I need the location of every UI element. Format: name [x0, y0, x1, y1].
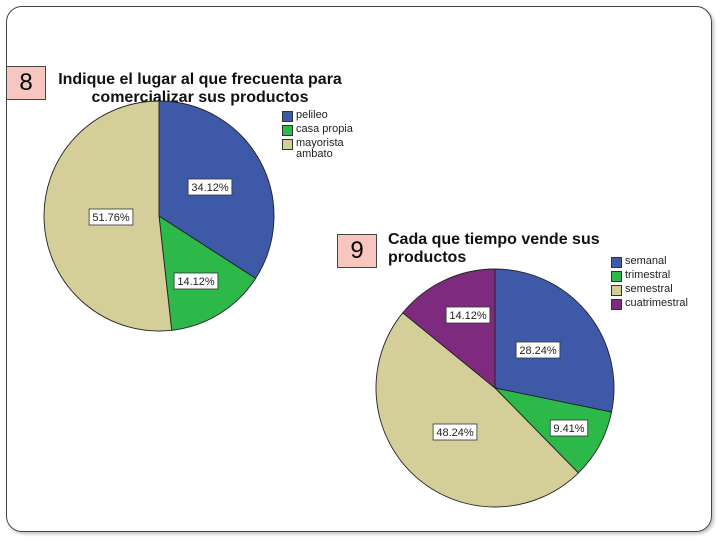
data-label-box — [445, 306, 491, 324]
legend-label: semanal — [625, 255, 667, 267]
data-label-box — [187, 178, 233, 196]
legend-9: semanal trimestral semestral cuatrimestral — [611, 256, 688, 312]
data-label-box — [515, 341, 561, 359]
data-label-text: 28.24% — [519, 345, 557, 357]
data-label-text: 14.12% — [449, 310, 487, 322]
pie-9-slice-semanal — [494, 268, 615, 413]
legend-item-semanal: semanal — [611, 256, 688, 268]
legend-swatch — [282, 125, 293, 136]
pie-9-data-label-semanal: 28.24% — [515, 341, 561, 359]
pie-9-data-label-semestral: 48.24% — [432, 423, 478, 441]
legend-item-casa-propia: casa propia — [282, 124, 366, 136]
legend-item-cuatrimestral: cuatrimestral — [611, 298, 688, 310]
data-label-text: 9.41% — [553, 423, 584, 435]
legend-label: trimestral — [625, 269, 671, 281]
legend-item-mayorista-ambato: mayorista ambato — [282, 138, 366, 160]
legend-swatch — [611, 271, 622, 282]
legend-swatch — [282, 111, 293, 122]
legend-item-pelileo: pelileo — [282, 110, 366, 122]
legend-8: pelileo casa propia mayorista ambato — [282, 110, 366, 162]
legend-item-semestral: semestral — [611, 284, 688, 296]
pie-9 — [375, 268, 615, 508]
data-label-text: 34.12% — [191, 182, 229, 194]
legend-swatch — [611, 285, 622, 296]
legend-swatch — [611, 299, 622, 310]
data-label-box — [432, 423, 478, 441]
slide-frame — [6, 6, 712, 532]
legend-swatch — [282, 139, 293, 150]
legend-label: mayorista ambato — [296, 137, 344, 160]
legend-item-trimestral: trimestral — [611, 270, 688, 282]
pie-9-data-label-cuatrimestral: 14.12% — [445, 306, 491, 324]
legend-label: semestral — [625, 283, 673, 295]
pie-8-data-label-casa-propia: 14.12% — [173, 272, 219, 290]
legend-label: casa propia — [296, 123, 353, 135]
pie-9-data-label-trimestral: 9.41% — [549, 419, 589, 437]
legend-label: pelileo — [296, 109, 328, 121]
pie-8-data-label-pelileo: 34.12% — [187, 178, 233, 196]
legend-label: cuatrimestral — [625, 297, 688, 309]
pie-8-data-label-mayorista-ambato: 51.76% — [88, 208, 134, 226]
data-label-text: 51.76% — [92, 212, 130, 224]
data-label-text: 14.12% — [177, 276, 215, 288]
question-number-8: 8 — [6, 66, 46, 100]
question-number-9: 9 — [337, 234, 377, 268]
data-label-box — [173, 272, 219, 290]
pie-9-slice-semestral — [375, 312, 580, 508]
data-label-box — [549, 419, 589, 437]
data-label-box — [88, 208, 134, 226]
chart-title-9: Cada que tiempo vende sus productos — [388, 231, 600, 266]
pie-8 — [43, 100, 275, 332]
legend-swatch — [611, 257, 622, 268]
data-label-text: 48.24% — [436, 427, 474, 439]
pie-9-slice-cuatrimestral — [402, 268, 496, 389]
